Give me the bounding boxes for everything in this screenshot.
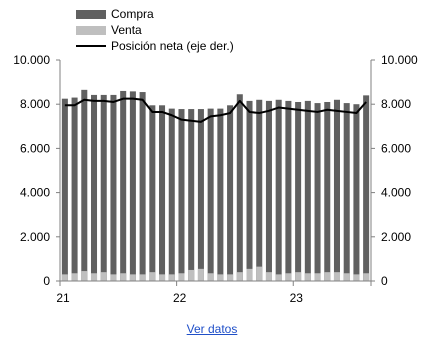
y-tick-label-right-1: 2.000 <box>381 230 411 244</box>
bar-venta-24 <box>295 272 302 281</box>
bar-compra-23 <box>285 100 292 281</box>
x-tick-label-1: 22 <box>173 291 187 305</box>
bar-compra-18 <box>236 94 243 281</box>
bar-venta-9 <box>149 272 156 281</box>
y-tick-label-left-3: 6.000 <box>20 141 50 155</box>
y-tick-label-left-4: 8.000 <box>20 97 50 111</box>
legend: Compra Venta Posición neta (eje der.) <box>76 6 234 54</box>
legend-swatch-venta <box>76 25 106 35</box>
bar-compra-10 <box>159 105 166 281</box>
y-tick-label-right-0: 0 <box>381 274 388 288</box>
bar-compra-4 <box>100 94 107 281</box>
y-tick-label-left-5: 10.000 <box>13 53 50 67</box>
bar-compra-12 <box>178 109 185 281</box>
bar-venta-27 <box>324 272 331 281</box>
bar-compra-2 <box>81 89 88 281</box>
bar-venta-13 <box>188 269 195 281</box>
bar-compra-26 <box>314 103 321 281</box>
y-tick-label-right-3: 6.000 <box>381 141 411 155</box>
bar-venta-17 <box>227 274 234 281</box>
bar-venta-8 <box>139 274 146 281</box>
bar-venta-2 <box>81 271 88 281</box>
bar-compra-3 <box>91 94 98 281</box>
bar-compra-28 <box>333 99 340 281</box>
bar-venta-4 <box>100 272 107 281</box>
bar-venta-5 <box>110 274 117 281</box>
bar-compra-8 <box>139 92 146 281</box>
bar-compra-20 <box>256 99 263 281</box>
bar-venta-28 <box>333 272 340 281</box>
bar-venta-10 <box>159 274 166 281</box>
bar-venta-0 <box>61 274 68 281</box>
bar-venta-18 <box>236 272 243 281</box>
bar-venta-11 <box>168 274 175 281</box>
bar-compra-7 <box>129 91 136 281</box>
bar-compra-15 <box>207 108 214 282</box>
x-tick-label-0: 21 <box>56 291 70 305</box>
bar-venta-23 <box>285 273 292 281</box>
legend-item-venta: Venta <box>76 22 234 38</box>
bar-venta-3 <box>91 273 98 281</box>
bar-venta-30 <box>353 274 360 281</box>
bar-venta-16 <box>217 274 224 281</box>
line-posicion-neta <box>64 97 367 123</box>
x-tick-label-2: 23 <box>290 291 304 305</box>
bar-compra-25 <box>304 100 311 281</box>
bar-compra-13 <box>188 109 195 281</box>
bar-venta-21 <box>265 272 272 281</box>
legend-item-posicion-neta: Posición neta (eje der.) <box>76 38 234 54</box>
ver-datos-link[interactable]: Ver datos <box>186 322 238 336</box>
bar-compra-11 <box>168 108 175 282</box>
bar-compra-16 <box>217 108 224 282</box>
y-tick-label-left-0: 0 <box>43 274 50 288</box>
bar-compra-31 <box>363 95 370 281</box>
bar-compra-14 <box>197 109 204 281</box>
bar-compra-0 <box>61 98 68 282</box>
legend-item-compra: Compra <box>76 6 234 22</box>
bar-venta-26 <box>314 273 321 281</box>
bar-venta-15 <box>207 273 214 281</box>
bar-venta-22 <box>275 274 282 281</box>
bar-venta-25 <box>304 273 311 281</box>
bar-compra-22 <box>275 99 282 281</box>
legend-label-venta: Venta <box>111 23 142 37</box>
legend-label-posicion-neta: Posición neta (eje der.) <box>111 39 234 53</box>
bar-venta-19 <box>246 268 253 281</box>
bar-compra-6 <box>120 90 127 281</box>
bar-compra-30 <box>353 104 360 281</box>
bar-venta-6 <box>120 273 127 281</box>
bar-venta-29 <box>343 273 350 281</box>
bar-venta-7 <box>129 274 136 281</box>
bar-venta-1 <box>71 273 78 281</box>
bar-venta-12 <box>178 273 185 281</box>
legend-label-compra: Compra <box>111 7 154 21</box>
y-tick-label-right-5: 10.000 <box>381 53 418 67</box>
y-tick-label-left-1: 2.000 <box>20 230 50 244</box>
bar-venta-31 <box>363 273 370 281</box>
bar-compra-21 <box>265 100 272 281</box>
bar-compra-24 <box>295 101 302 282</box>
bar-venta-20 <box>256 266 263 281</box>
bar-compra-5 <box>110 94 117 281</box>
bar-compra-19 <box>246 100 253 281</box>
bar-compra-1 <box>71 97 78 281</box>
y-tick-label-left-2: 4.000 <box>20 186 50 200</box>
legend-swatch-compra <box>76 9 106 19</box>
y-tick-label-right-2: 4.000 <box>381 186 411 200</box>
chart: 0 2.000 4.000 6.000 8.000 10.000 0 2.000 4.000 6.… <box>13 53 418 305</box>
bar-compra-17 <box>227 105 234 281</box>
legend-swatch-posicion-neta <box>76 45 106 47</box>
bar-venta-14 <box>197 268 204 281</box>
bar-compra-9 <box>149 105 156 281</box>
y-tick-label-right-4: 8.000 <box>381 97 411 111</box>
bar-compra-27 <box>324 101 331 282</box>
bar-compra-29 <box>343 103 350 281</box>
